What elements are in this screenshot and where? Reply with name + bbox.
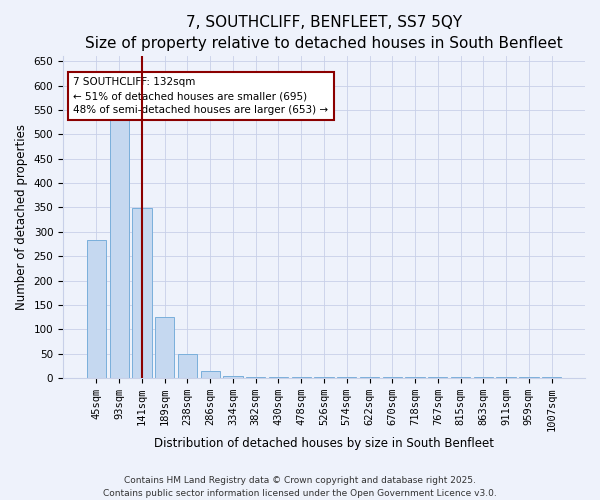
Bar bbox=[178, 354, 197, 378]
Bar bbox=[542, 376, 561, 378]
Bar bbox=[292, 377, 311, 378]
Bar bbox=[200, 370, 220, 378]
Bar bbox=[155, 317, 175, 378]
Y-axis label: Number of detached properties: Number of detached properties bbox=[15, 124, 28, 310]
X-axis label: Distribution of detached houses by size in South Benfleet: Distribution of detached houses by size … bbox=[154, 437, 494, 450]
Bar bbox=[246, 377, 265, 378]
Bar bbox=[269, 377, 288, 378]
Bar bbox=[223, 376, 242, 378]
Title: 7, SOUTHCLIFF, BENFLEET, SS7 5QY
Size of property relative to detached houses in: 7, SOUTHCLIFF, BENFLEET, SS7 5QY Size of… bbox=[85, 15, 563, 51]
Bar bbox=[87, 240, 106, 378]
Text: Contains HM Land Registry data © Crown copyright and database right 2025.
Contai: Contains HM Land Registry data © Crown c… bbox=[103, 476, 497, 498]
Bar bbox=[110, 120, 129, 378]
Bar bbox=[314, 377, 334, 378]
Text: 7 SOUTHCLIFF: 132sqm
← 51% of detached houses are smaller (695)
48% of semi-deta: 7 SOUTHCLIFF: 132sqm ← 51% of detached h… bbox=[73, 77, 329, 115]
Bar bbox=[132, 208, 152, 378]
